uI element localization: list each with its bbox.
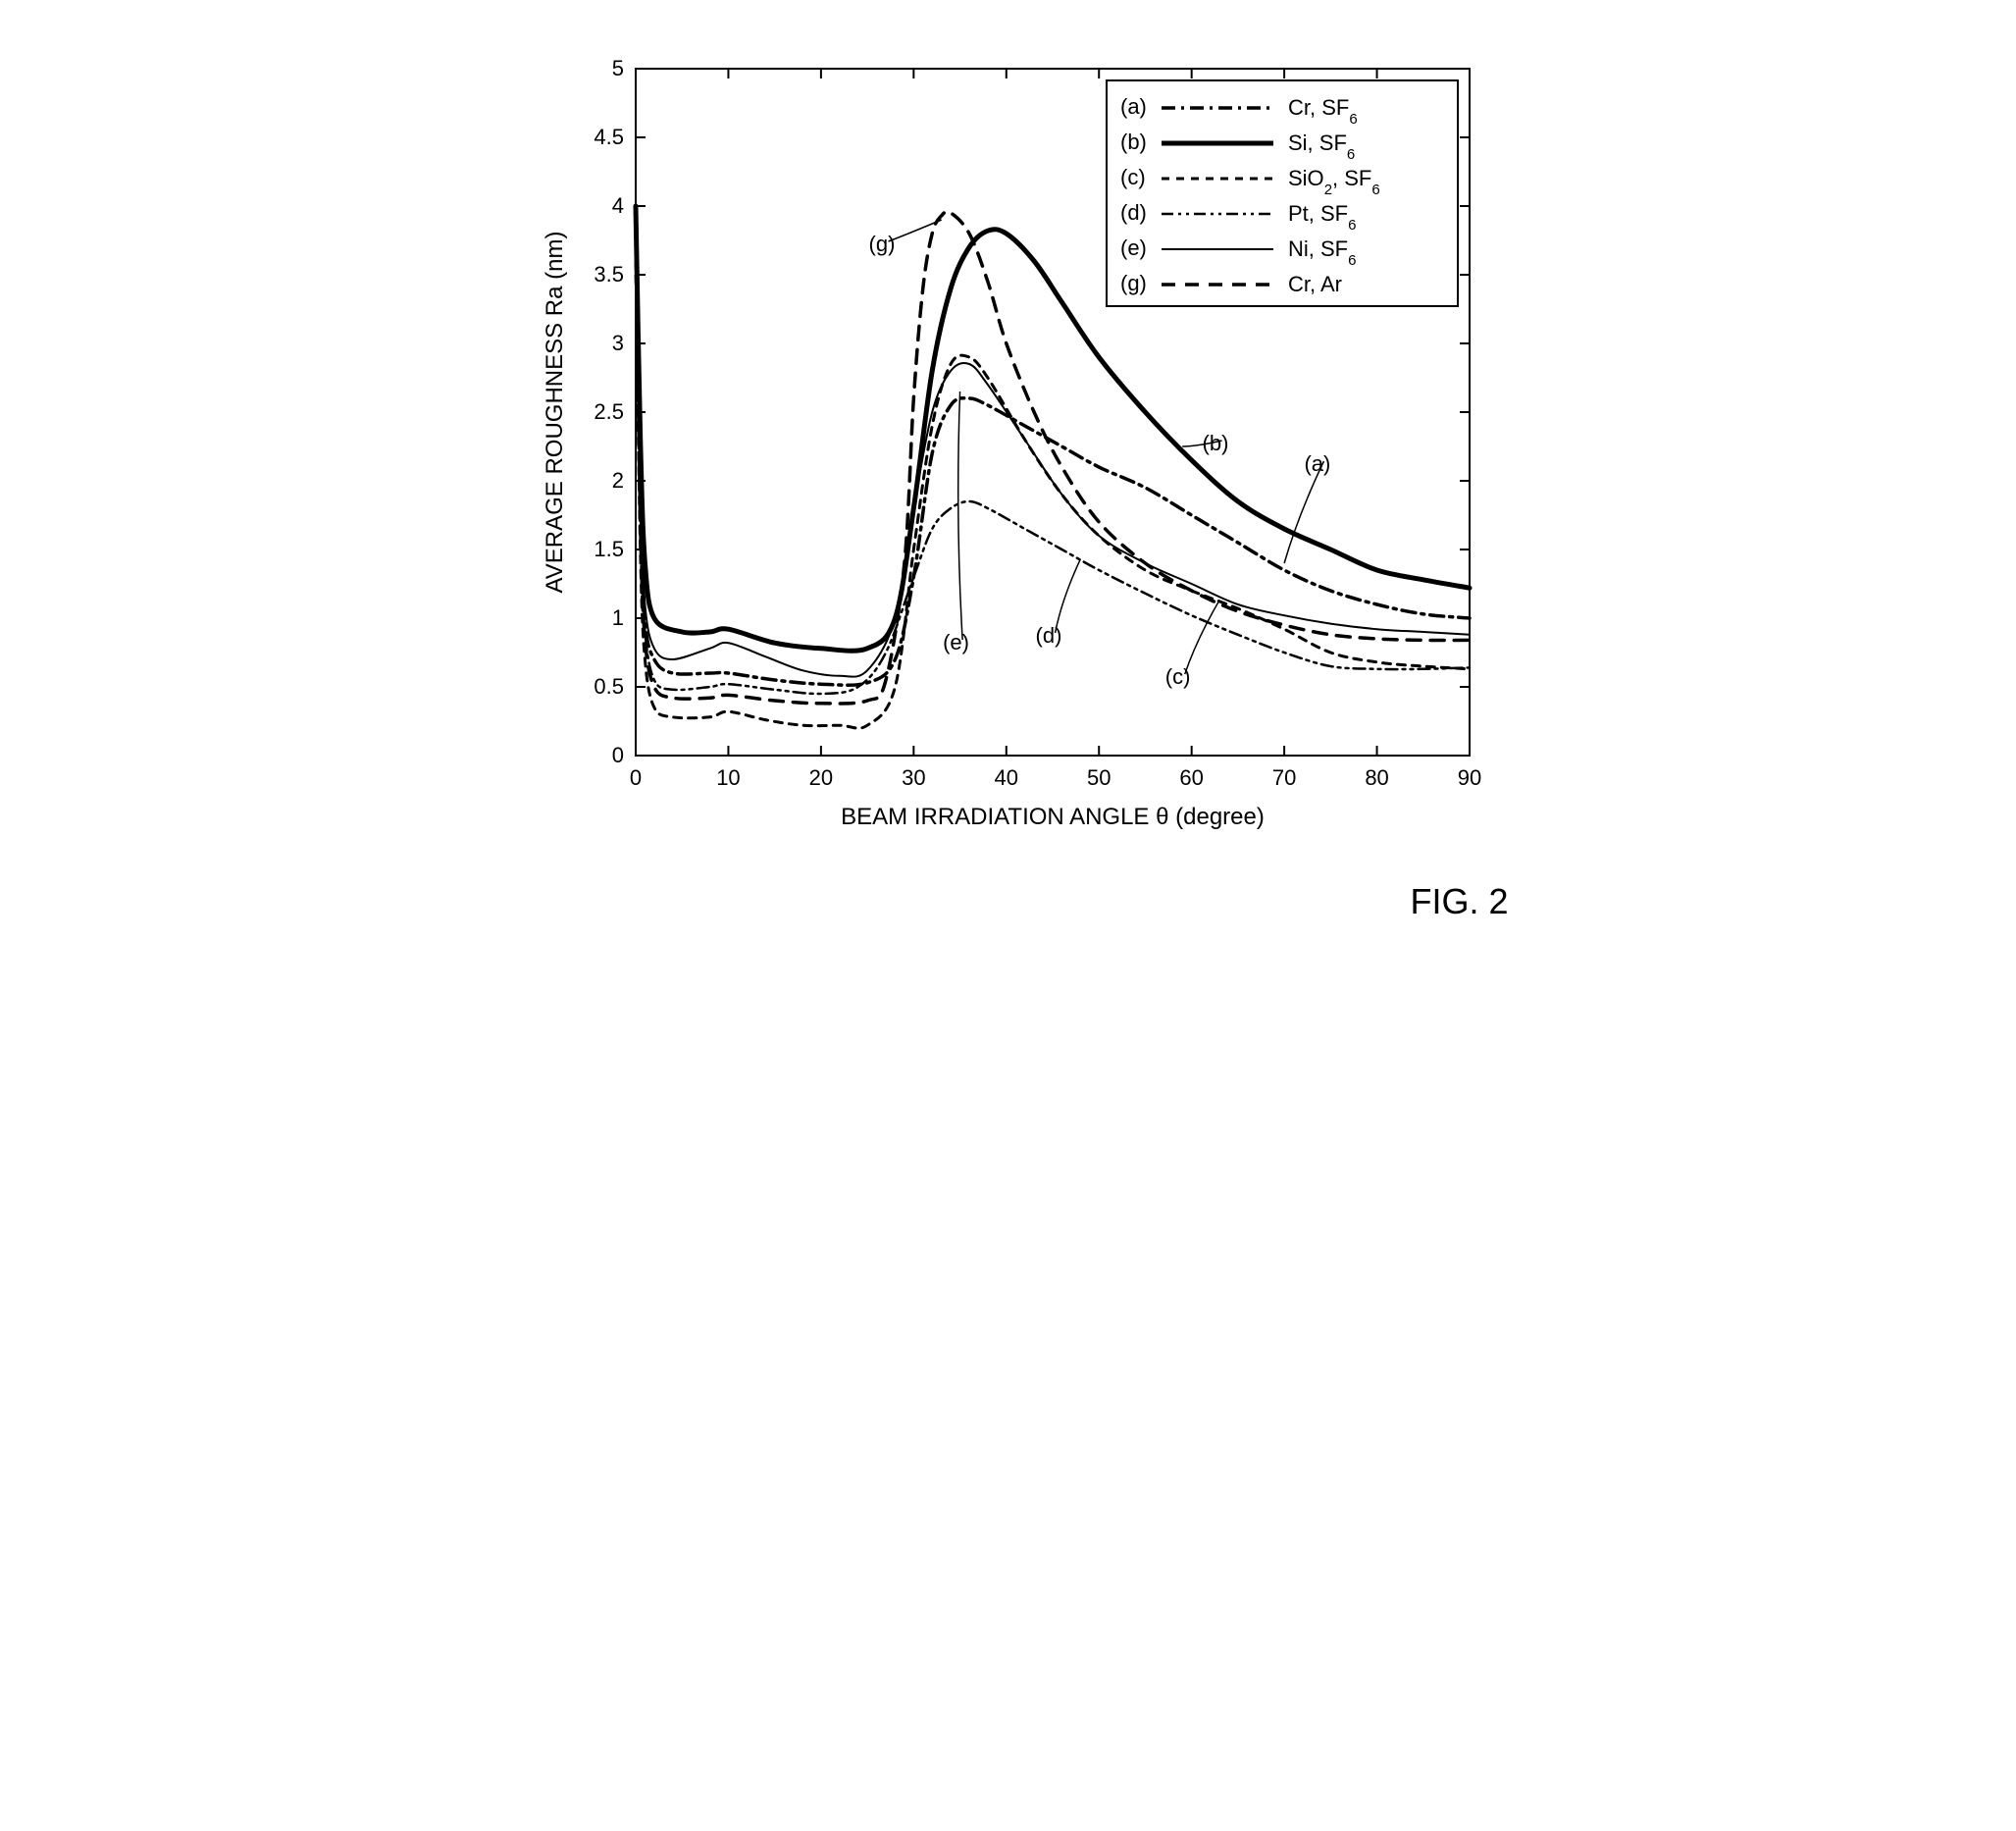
svg-text:60: 60: [1179, 765, 1203, 790]
svg-text:1.5: 1.5: [594, 537, 624, 561]
svg-text:80: 80: [1365, 765, 1388, 790]
svg-text:(a): (a): [1304, 451, 1330, 476]
figure-label: FIG. 2: [1410, 881, 1508, 922]
svg-text:2: 2: [611, 468, 623, 493]
svg-text:40: 40: [994, 765, 1017, 790]
svg-text:AVERAGE ROUGHNESS Ra (nm): AVERAGE ROUGHNESS Ra (nm): [542, 232, 568, 594]
svg-text:(g): (g): [868, 232, 895, 256]
svg-text:(d): (d): [1035, 623, 1061, 648]
svg-text:3.5: 3.5: [594, 262, 624, 287]
svg-text:0.5: 0.5: [594, 674, 624, 699]
svg-text:(b): (b): [1120, 130, 1147, 154]
svg-text:20: 20: [808, 765, 832, 790]
svg-text:0: 0: [629, 765, 641, 790]
svg-text:4.5: 4.5: [594, 125, 624, 149]
svg-text:2.5: 2.5: [594, 399, 624, 424]
svg-text:(a): (a): [1120, 94, 1147, 119]
svg-text:4: 4: [611, 193, 623, 218]
svg-text:10: 10: [716, 765, 740, 790]
svg-text:Pt, SF6: Pt, SF6: [1288, 201, 1356, 234]
svg-text:(e): (e): [943, 630, 969, 654]
svg-text:90: 90: [1457, 765, 1480, 790]
line-chart: 0102030405060708090BEAM IRRADIATION ANGL…: [518, 39, 1499, 844]
svg-text:5: 5: [611, 56, 623, 80]
svg-text:(b): (b): [1202, 431, 1228, 455]
svg-text:SiO2, SF6: SiO2, SF6: [1288, 166, 1380, 198]
svg-text:70: 70: [1271, 765, 1295, 790]
svg-text:0: 0: [611, 743, 623, 767]
chart-container: 0102030405060708090BEAM IRRADIATION ANGL…: [518, 39, 1499, 844]
svg-text:50: 50: [1086, 765, 1110, 790]
svg-text:(g): (g): [1120, 271, 1147, 295]
svg-text:(c): (c): [1164, 664, 1190, 689]
svg-text:(d): (d): [1120, 200, 1147, 225]
svg-text:(c): (c): [1120, 165, 1146, 189]
svg-text:3: 3: [611, 331, 623, 355]
svg-text:Cr, Ar: Cr, Ar: [1288, 272, 1342, 296]
svg-text:Si, SF6: Si, SF6: [1288, 131, 1355, 163]
svg-text:30: 30: [902, 765, 925, 790]
svg-text:Ni, SF6: Ni, SF6: [1288, 236, 1356, 269]
svg-text:BEAM IRRADIATION ANGLE θ (degr: BEAM IRRADIATION ANGLE θ (degree): [841, 804, 1265, 830]
svg-text:Cr, SF6: Cr, SF6: [1288, 95, 1358, 128]
svg-text:(e): (e): [1120, 235, 1147, 260]
svg-text:1: 1: [611, 605, 623, 630]
